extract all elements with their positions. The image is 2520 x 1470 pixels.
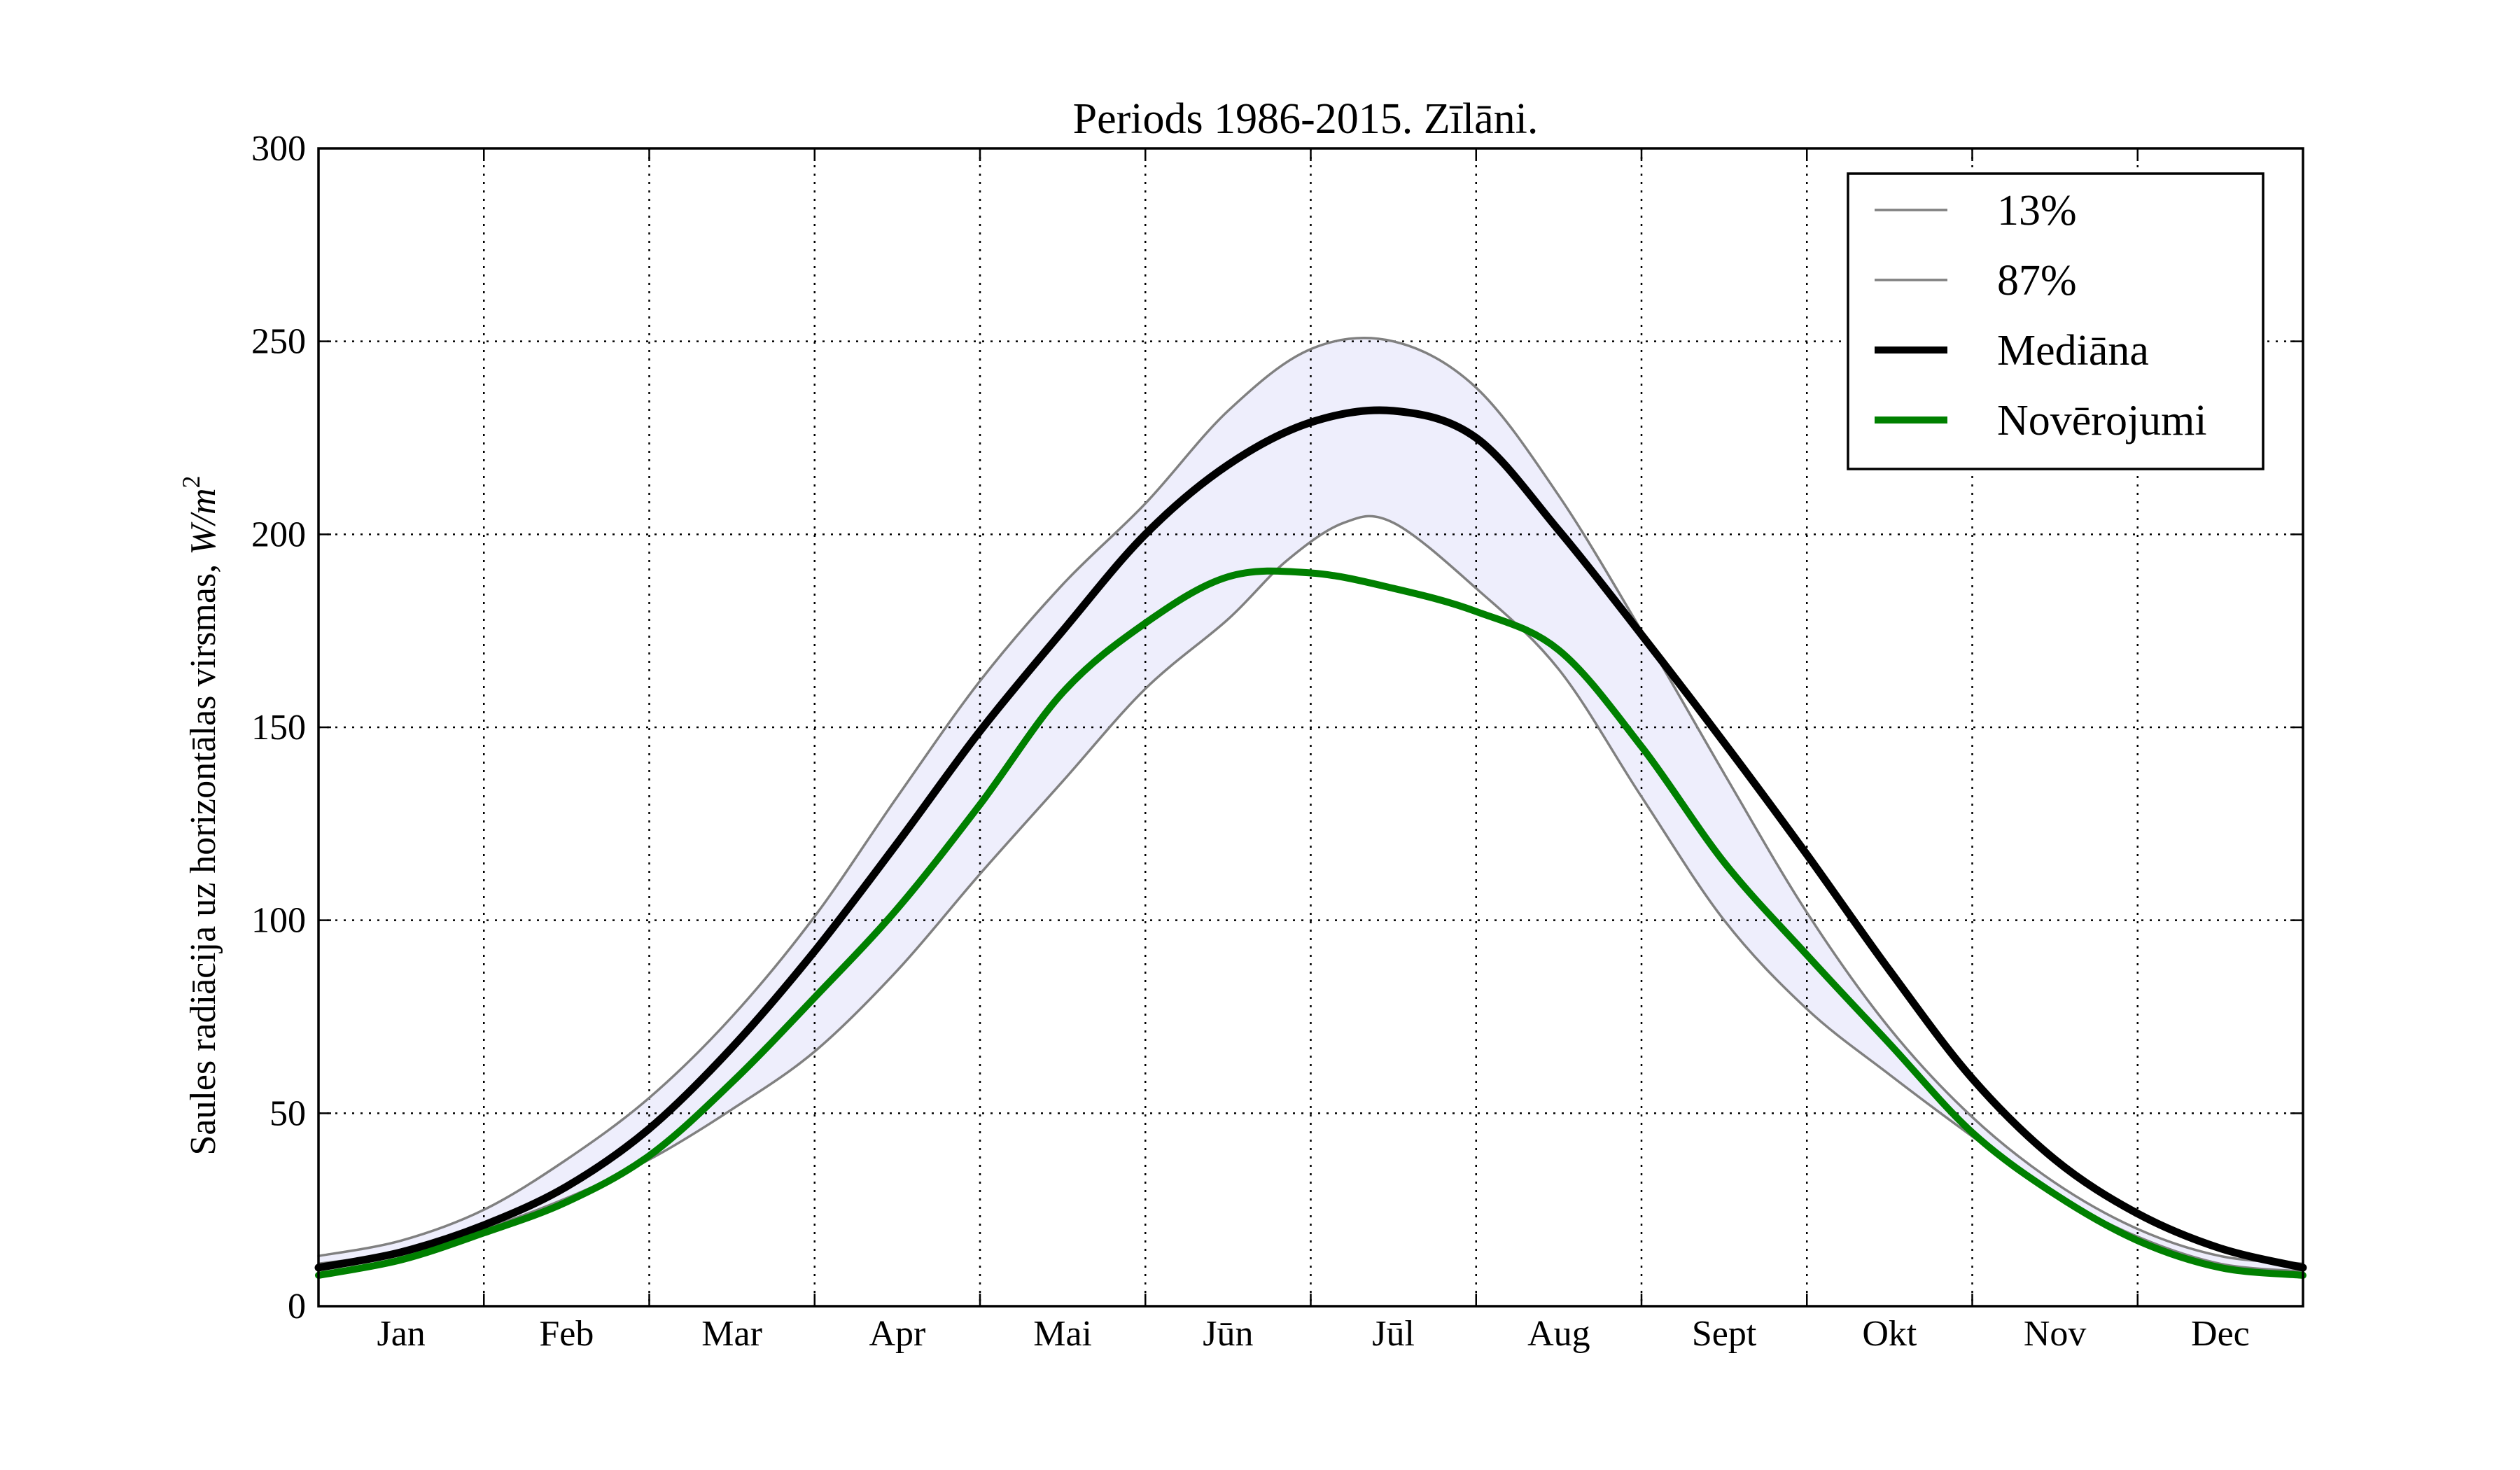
y-tick-label: 50: [270, 1093, 306, 1133]
month-label: Nov: [2024, 1314, 2087, 1354]
y-tick-label: 250: [251, 322, 306, 362]
legend-label-noverojumi: Novērojumi: [1997, 397, 2207, 444]
month-label: Apr: [869, 1314, 925, 1354]
series-lines: [314, 337, 2307, 1279]
series-line-1: [317, 337, 2304, 1266]
series-line-0: [317, 514, 2304, 1273]
y-tick-labels: 0 50 100 150 200 250 300: [251, 129, 306, 1326]
y-tick-label: 200: [251, 514, 306, 554]
percentile-band-fill: [318, 337, 2303, 1272]
y-axis-label: Saules radiācija uz horizontālas virsmas…: [177, 475, 223, 1155]
legend-label-13: 13%: [1997, 187, 2077, 234]
month-label: Okt: [1862, 1314, 1917, 1354]
month-label: Sept: [1692, 1314, 1757, 1354]
month-label: Mar: [701, 1314, 762, 1354]
y-tick-label: 0: [288, 1287, 306, 1326]
month-label: Feb: [539, 1314, 594, 1354]
legend-label-mediana: Mediāna: [1997, 327, 2149, 374]
grid: [318, 148, 2303, 1306]
month-labels: Jan Feb Mar Apr Mai Jūn Jūl Aug Sept Okt Nov Dec: [377, 1314, 2249, 1354]
y-tick-label: 300: [251, 129, 306, 169]
month-label: Dec: [2191, 1314, 2250, 1354]
y-tick-label: 150: [251, 708, 306, 748]
month-label: Jūn: [1203, 1314, 1253, 1354]
month-label: Mai: [1033, 1314, 1092, 1354]
axis-ticks: [318, 148, 2303, 1306]
chart-title: Periods 1986-2015. Zīlāni.: [1073, 95, 1539, 143]
month-label: Jūl: [1372, 1314, 1415, 1354]
month-label: Jan: [377, 1314, 425, 1354]
y-tick-label: 100: [251, 901, 306, 941]
month-label: Aug: [1527, 1314, 1590, 1354]
series-line-3: [315, 567, 2306, 1279]
legend-label-87: 87%: [1997, 257, 2077, 304]
percentile-band: [318, 337, 2303, 1272]
series-line-2: [314, 406, 2307, 1272]
legend: 13% 87% Mediāna Novērojumi: [1847, 172, 2264, 470]
